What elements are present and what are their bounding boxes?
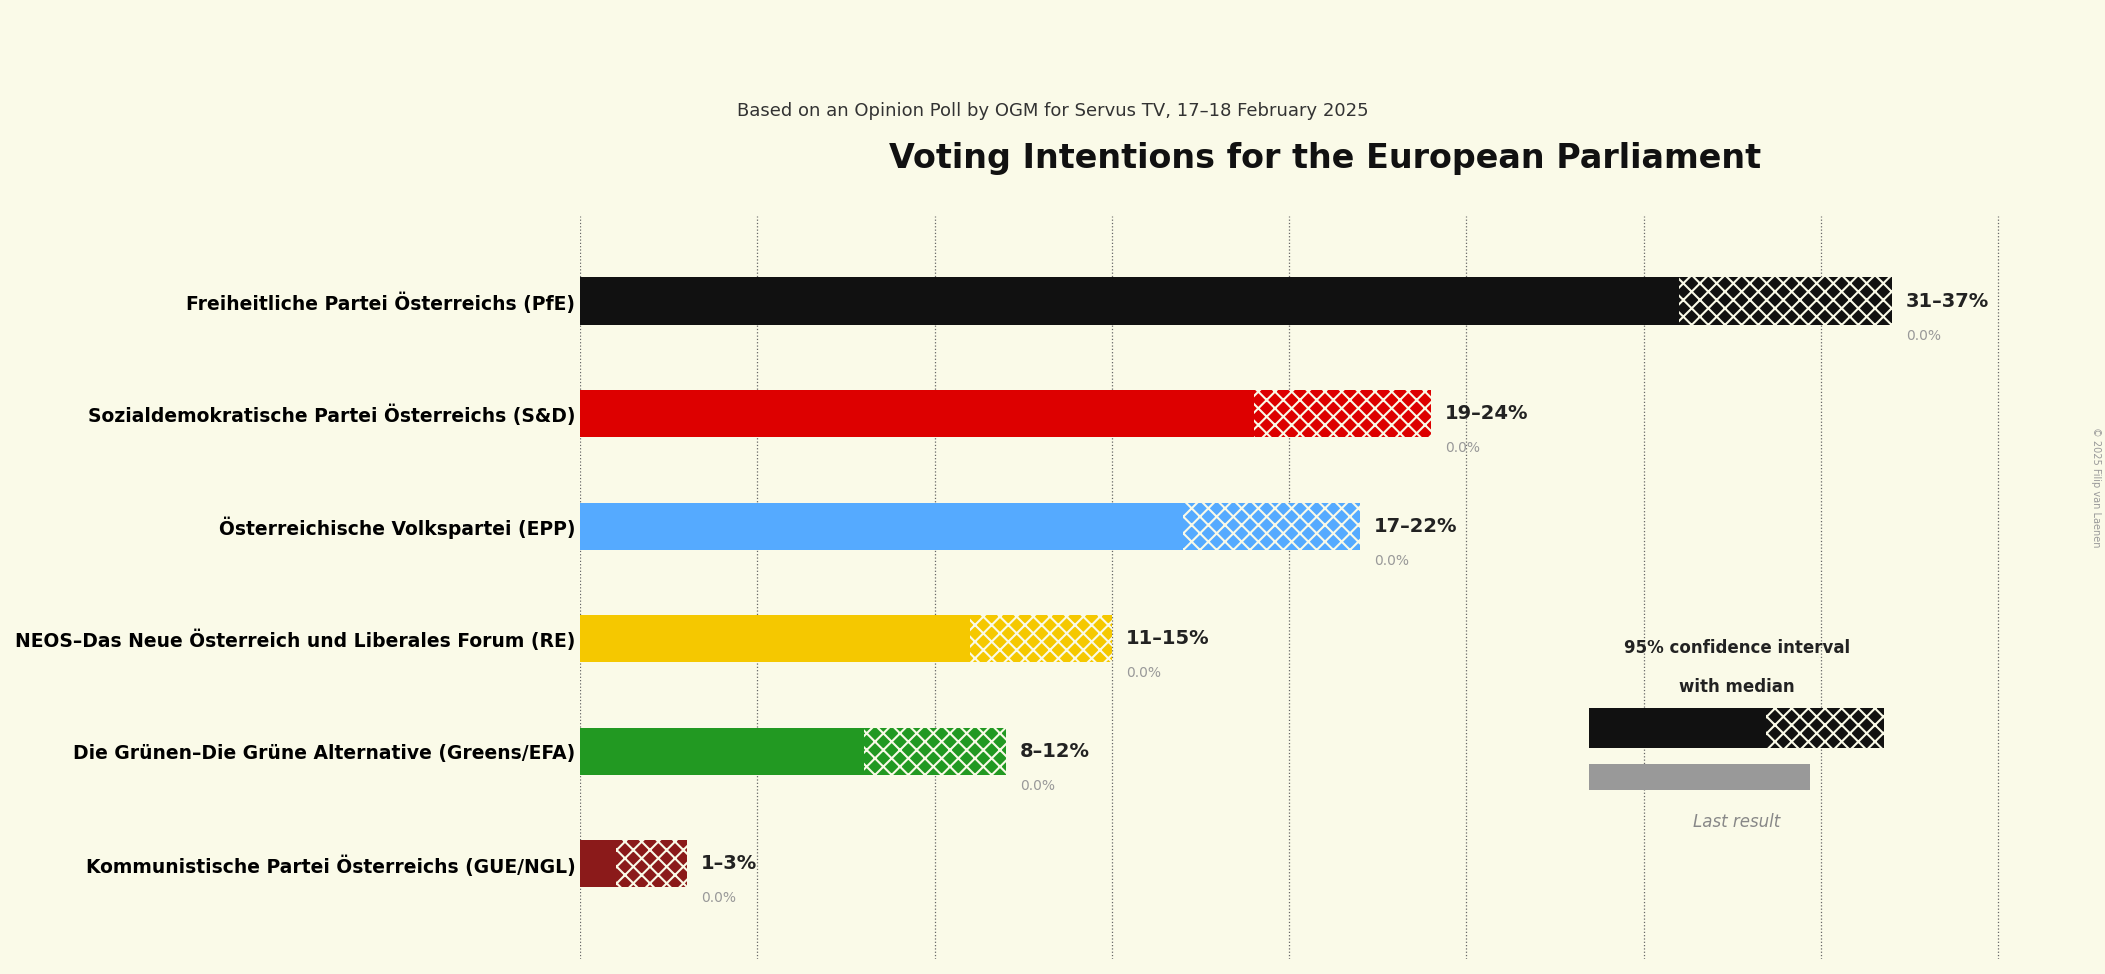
Text: 31–37%: 31–37% — [1905, 291, 1989, 311]
Title: Voting Intentions for the European Parliament: Voting Intentions for the European Parli… — [888, 141, 1760, 174]
Bar — [1271, 503, 1360, 549]
Bar — [650, 841, 686, 887]
Text: © 2025 Filip van Laenen: © 2025 Filip van Laenen — [2090, 427, 2101, 547]
Bar — [615, 841, 650, 887]
Bar — [1589, 708, 1766, 748]
Text: Based on an Opinion Poll by OGM for Servus TV, 17–18 February 2025: Based on an Opinion Poll by OGM for Serv… — [737, 102, 1368, 120]
Bar — [581, 841, 650, 887]
Text: 11–15%: 11–15% — [1126, 629, 1210, 649]
Bar — [970, 615, 1042, 662]
Text: 0.0%: 0.0% — [1446, 441, 1480, 455]
Bar — [581, 503, 1271, 549]
Text: 17–22%: 17–22% — [1375, 516, 1459, 536]
Bar — [935, 728, 1006, 775]
Bar — [1042, 615, 1111, 662]
Text: 95% confidence interval: 95% confidence interval — [1623, 640, 1850, 657]
Text: 8–12%: 8–12% — [1019, 742, 1090, 761]
Text: with median: with median — [1680, 679, 1793, 696]
Text: Last result: Last result — [1692, 813, 1781, 831]
Text: 0.0%: 0.0% — [1019, 778, 1055, 793]
Text: 0.0%: 0.0% — [1375, 553, 1408, 568]
Bar — [1343, 390, 1431, 437]
Text: 1–3%: 1–3% — [701, 854, 758, 874]
Text: 0.0%: 0.0% — [1126, 666, 1162, 680]
Bar — [1255, 390, 1343, 437]
Bar — [581, 390, 1343, 437]
Bar — [581, 278, 1785, 324]
Text: 0.0%: 0.0% — [701, 891, 737, 905]
Text: 19–24%: 19–24% — [1446, 404, 1528, 423]
Text: 0.0%: 0.0% — [1905, 328, 1941, 343]
Bar — [581, 615, 1042, 662]
Bar — [1589, 764, 1810, 790]
Bar — [581, 728, 935, 775]
Bar — [1183, 503, 1271, 549]
Bar — [1766, 708, 1884, 748]
Bar — [863, 728, 935, 775]
Bar — [1785, 278, 1892, 324]
Bar — [1680, 278, 1785, 324]
